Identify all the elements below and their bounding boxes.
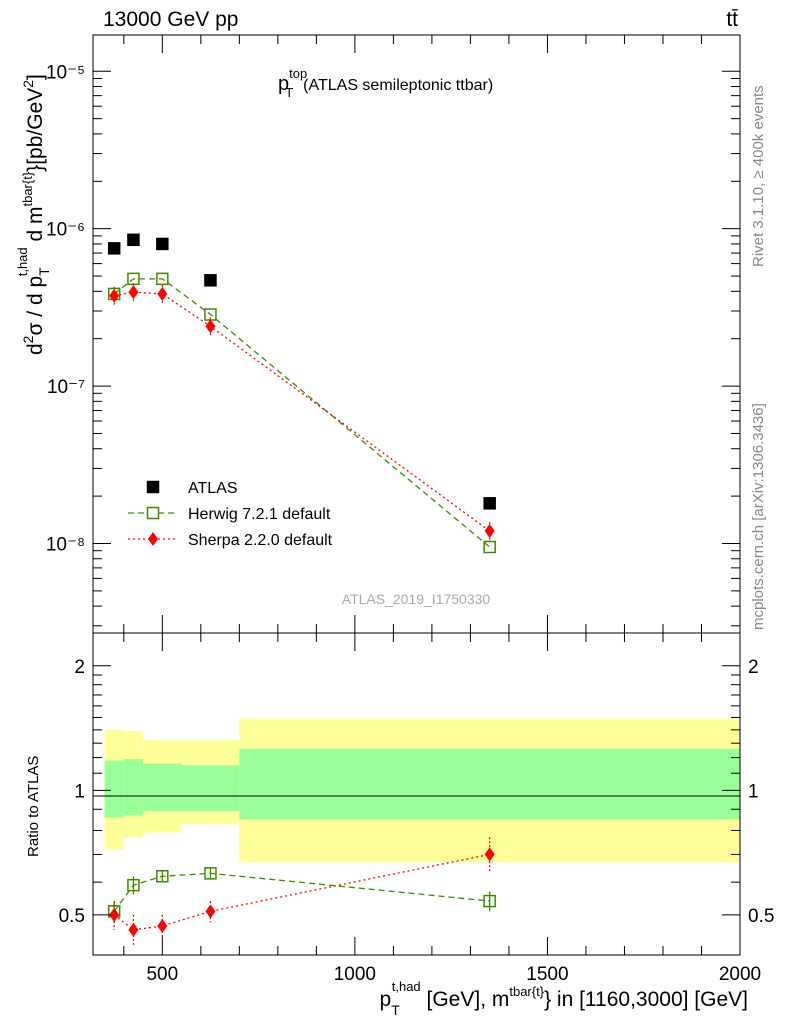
herwig-point [156, 272, 169, 286]
series-line [113, 278, 491, 548]
x-tick-label: 1500 [526, 964, 568, 985]
legend-marker [148, 532, 158, 546]
ratio-line [113, 872, 490, 912]
rivet-label: Rivet 3.1.10, ≥ 400k events [750, 85, 767, 267]
inner-band [104, 760, 124, 818]
herwig-ratio-point [156, 869, 169, 883]
atlas-point [107, 242, 121, 255]
x-tick-label: 2000 [719, 964, 761, 985]
y-tick-label: 0.5 [59, 906, 85, 927]
sherpa-ratio-point [484, 847, 495, 862]
legend-label: Sherpa 2.2.0 default [188, 532, 333, 549]
atlas-point [156, 237, 169, 251]
uncertainty-bands [104, 718, 740, 863]
y-tick-label: 1 [748, 781, 759, 802]
sherpa-point [205, 319, 216, 334]
y-tick-label: 2 [748, 657, 759, 678]
plot-title: ptop T (ATLAS semileptonic ttbar) [278, 66, 493, 100]
y-tick-label: 0.5 [748, 906, 774, 927]
process-label: tt̄ [726, 8, 738, 31]
sherpa-ratio-point [205, 904, 216, 919]
inner-band [181, 765, 240, 812]
inner-band [143, 763, 182, 812]
legend-label: Herwig 7.2.1 default [188, 506, 331, 523]
y-tick-label: 2 [74, 657, 85, 678]
y-axis-label-ratio: Ratio to ATLAS [25, 756, 42, 857]
sherpa-ratio-point [157, 919, 168, 934]
ratio-series [107, 837, 496, 947]
main-panel: 10⁻⁸ 10⁻⁷ 10⁻⁶ 10⁻⁵ ptop T (ATLAS semileptoni… [15, 34, 741, 634]
main-y-axis: 10⁻⁸ 10⁻⁷ 10⁻⁶ 10⁻⁵ [46, 62, 740, 627]
herwig-ratio-point [483, 894, 496, 908]
y-tick-label: 1 [74, 781, 85, 802]
sherpa-point [109, 288, 120, 303]
legend-label: ATLAS [188, 480, 238, 497]
y-tick-label: 10⁻⁷ [47, 377, 85, 398]
x-tick-label: 500 [146, 964, 178, 985]
main-series [107, 233, 496, 554]
atlas-point [204, 274, 217, 287]
herwig-point [483, 540, 496, 554]
sherpa-point [128, 285, 139, 300]
inner-band [123, 759, 144, 816]
atlas-point [483, 497, 496, 510]
herwig-ratio-point [127, 878, 140, 892]
legend-marker [146, 506, 160, 520]
y-tick-label: 10⁻⁶ [46, 220, 85, 241]
analysis-watermark: ATLAS_2019_I1750330 [342, 591, 491, 607]
inner-band [239, 748, 740, 820]
sherpa-ratio-point [109, 907, 120, 922]
legend: ATLAS Herwig 7.2.1 default Sherpa 2.2.0 de… [128, 480, 333, 549]
ratio-y-axis: 0.5 0.5 1 1 2 2 [59, 657, 775, 927]
legend-marker [146, 480, 160, 494]
y-tick-label: 10⁻⁵ [46, 62, 85, 83]
ratio-panel: 0.5 0.5 1 1 2 2 500 1000 1500 2000 Ratio to ATLA… [25, 632, 775, 1018]
sherpa-point [484, 524, 495, 539]
x-axis: 500 1000 1500 2000 [123, 633, 761, 985]
series-line [114, 291, 491, 532]
ratio-line [113, 853, 490, 931]
y-tick-label: 10⁻⁸ [46, 534, 85, 555]
ratio-panel-frame [92, 632, 741, 956]
y-axis-label-main: d2σ / d pTt,had d mtbar{t}}[pb/GeV2] [15, 74, 52, 355]
collision-label: 13000 GeV pp [103, 8, 238, 31]
main-x-axis [123, 35, 741, 633]
atlas-point [127, 233, 140, 247]
sherpa-ratio-point [128, 922, 139, 937]
mcplots-label: mcplots.cern.ch [arXiv:1306.3436] [750, 403, 767, 630]
sherpa-point [157, 286, 168, 301]
x-tick-label: 1000 [334, 964, 376, 985]
herwig-ratio-point [204, 867, 217, 880]
